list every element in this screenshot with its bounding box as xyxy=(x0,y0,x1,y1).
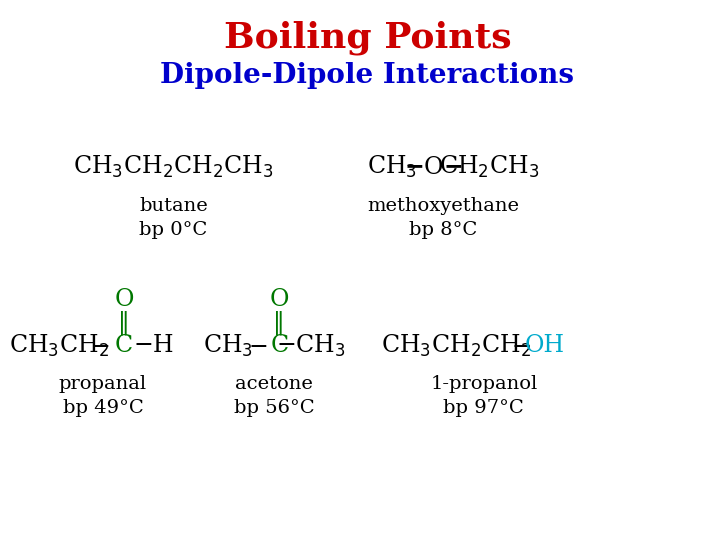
Text: CH$_3$: CH$_3$ xyxy=(367,154,417,180)
Text: 1-propanol: 1-propanol xyxy=(430,375,537,394)
Text: O: O xyxy=(114,288,134,311)
Text: Dipole-Dipole Interactions: Dipole-Dipole Interactions xyxy=(161,62,575,89)
Text: C: C xyxy=(270,334,288,357)
Text: bp 56°C: bp 56°C xyxy=(234,399,315,417)
Text: $-$: $-$ xyxy=(90,334,109,357)
Text: CH$_2$CH$_3$: CH$_2$CH$_3$ xyxy=(438,154,539,180)
Text: bp 97°C: bp 97°C xyxy=(444,399,524,417)
Text: butane: butane xyxy=(139,197,208,215)
Text: $-$: $-$ xyxy=(248,334,267,357)
Text: $-$: $-$ xyxy=(511,334,531,357)
Text: methoxyethane: methoxyethane xyxy=(368,197,520,215)
Text: OH: OH xyxy=(525,334,565,357)
Text: CH$_3$CH$_2$CH$_2$CH$_3$: CH$_3$CH$_2$CH$_2$CH$_3$ xyxy=(73,154,274,180)
Text: C: C xyxy=(115,334,133,357)
Text: $-$H: $-$H xyxy=(132,334,174,357)
Text: bp 0°C: bp 0°C xyxy=(140,221,207,239)
Text: Boiling Points: Boiling Points xyxy=(224,21,511,55)
Text: CH$_3$CH$_2$CH$_2$: CH$_3$CH$_2$CH$_2$ xyxy=(380,333,531,359)
Text: CH$_3$: CH$_3$ xyxy=(204,333,253,359)
Text: propanal: propanal xyxy=(59,375,147,394)
Text: acetone: acetone xyxy=(235,375,313,394)
Text: O: O xyxy=(269,288,289,311)
Text: bp 8°C: bp 8°C xyxy=(410,221,477,239)
Text: CH$_3$CH$_2$: CH$_3$CH$_2$ xyxy=(9,333,109,359)
Text: ‖: ‖ xyxy=(274,310,285,335)
Text: $-$CH$_3$: $-$CH$_3$ xyxy=(276,333,346,359)
Text: ‖: ‖ xyxy=(118,310,130,335)
Text: $\mathbf{-}$O$\mathbf{-}$: $\mathbf{-}$O$\mathbf{-}$ xyxy=(404,156,462,179)
Text: bp 49°C: bp 49°C xyxy=(63,399,143,417)
